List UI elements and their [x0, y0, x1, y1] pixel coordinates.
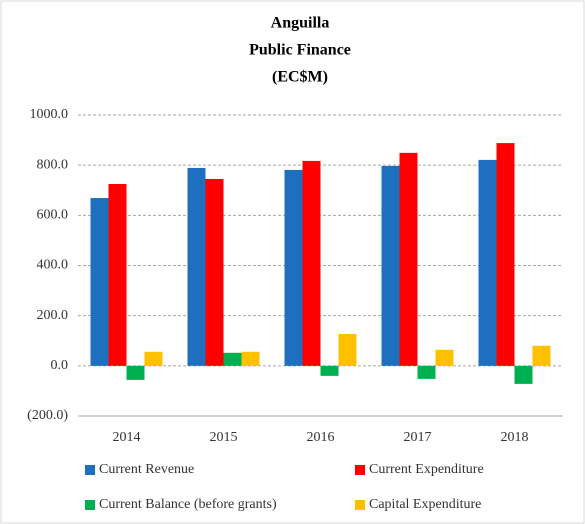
bar: [187, 167, 206, 366]
bar: [417, 365, 436, 379]
legend-label: Current Balance (before grants): [99, 497, 277, 512]
bar: [320, 365, 339, 376]
y-tick-label: 0.0: [51, 358, 69, 373]
chart-title: (EC$M): [272, 69, 328, 86]
legend-swatch: [85, 500, 95, 510]
bar: [284, 169, 303, 366]
legend-label: Current Expenditure: [369, 462, 484, 477]
bar: [241, 351, 260, 366]
y-tick-label: 800.0: [37, 157, 69, 172]
bar: [338, 333, 357, 366]
y-tick-label: 600.0: [37, 208, 69, 223]
x-tick-label: 2014: [113, 430, 141, 445]
legend-swatch: [355, 500, 365, 510]
legend-swatch: [355, 465, 365, 475]
y-tick-label: 1000.0: [30, 107, 69, 122]
legend-label: Current Revenue: [99, 462, 194, 477]
bar: [302, 160, 321, 366]
bar: [399, 152, 418, 366]
bar: [90, 198, 109, 366]
bar: [108, 183, 127, 366]
bar: [223, 352, 242, 366]
x-tick-label: 2017: [404, 430, 432, 445]
bar: [144, 351, 163, 366]
bar: [514, 365, 533, 384]
bar: [381, 165, 400, 366]
y-tick-label: 200.0: [37, 308, 69, 323]
legend-swatch: [85, 465, 95, 475]
bar: [126, 365, 145, 380]
bar: [205, 178, 224, 366]
x-tick-label: 2016: [307, 430, 335, 445]
bar: [478, 159, 497, 366]
x-tick-label: 2018: [501, 430, 529, 445]
y-tick-label: (200.0): [27, 408, 68, 423]
x-tick-label: 2015: [210, 430, 238, 445]
legend-label: Capital Expenditure: [369, 497, 481, 512]
chart-title: Anguilla: [271, 15, 330, 32]
bar: [496, 143, 515, 366]
y-tick-label: 400.0: [37, 258, 69, 273]
bar: [435, 349, 454, 366]
chart-title: Public Finance: [249, 42, 351, 59]
bar: [532, 345, 551, 366]
